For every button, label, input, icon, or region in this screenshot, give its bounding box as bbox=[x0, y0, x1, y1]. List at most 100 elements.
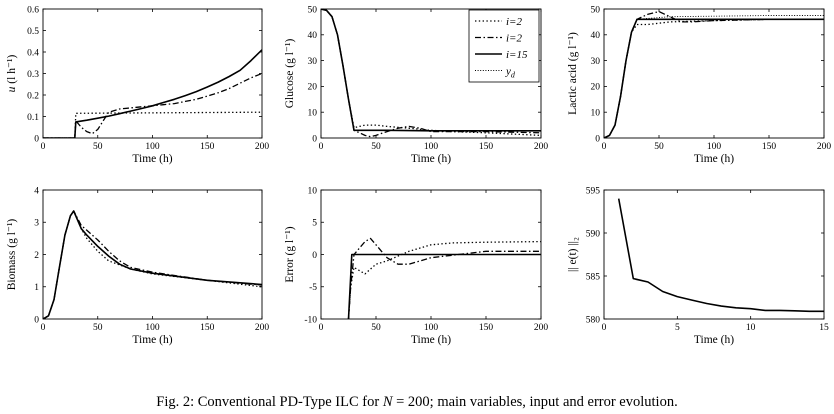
y-tick-label: 0 bbox=[34, 134, 39, 144]
y-tick-label: 10 bbox=[591, 109, 601, 119]
caption-text-end: = 200; main variables, input and error e… bbox=[392, 394, 678, 410]
x-tick-label: 150 bbox=[479, 142, 494, 152]
legend: i=2 i=2 i=15 yd bbox=[468, 9, 540, 83]
x-tick-label: 200 bbox=[255, 142, 270, 152]
x-tick-label: 15 bbox=[819, 323, 829, 333]
y-tick-label: 590 bbox=[586, 229, 601, 239]
series-group bbox=[604, 10, 824, 138]
y-tick-label: 585 bbox=[586, 272, 601, 282]
x-tick-label: 100 bbox=[145, 142, 160, 152]
series-line-solid bbox=[347, 253, 541, 319]
series-line-solid bbox=[43, 210, 262, 319]
y-tick-label: 3 bbox=[34, 219, 39, 229]
x-tick-label: 50 bbox=[93, 323, 103, 333]
y-tick-label: 580 bbox=[586, 315, 601, 325]
x-axis-label: Time (h) bbox=[411, 334, 451, 346]
legend-box bbox=[468, 9, 540, 83]
y-tick-label: 0.2 bbox=[27, 91, 39, 101]
y-axis-label: Error (g l⁻¹) bbox=[284, 226, 296, 282]
y-axis-label: || e(t) ||₂ bbox=[567, 237, 579, 272]
series-line-solid bbox=[321, 9, 541, 132]
x-axis-label: Time (h) bbox=[694, 334, 734, 346]
y-tick-label: 5 bbox=[312, 219, 317, 229]
y-tick-label: 30 bbox=[308, 57, 318, 67]
chart-glucose: 0 50 100 150 200 0 10 20 30 40 50 Time (h) Glucose (… bbox=[284, 5, 548, 165]
x-tick-label: 0 bbox=[41, 323, 46, 333]
x-tick-label: 0 bbox=[319, 323, 324, 333]
y-tick-label: 0.1 bbox=[27, 113, 39, 123]
y-tick-label: 50 bbox=[308, 5, 318, 15]
y-tick-label: 40 bbox=[308, 31, 318, 41]
y-tick-label: 0.5 bbox=[27, 27, 39, 37]
y-tick-label: 40 bbox=[591, 31, 601, 41]
x-axis-label: Time (h) bbox=[132, 153, 172, 165]
x-tick-label: 0 bbox=[41, 142, 46, 152]
x-tick-label: 100 bbox=[424, 142, 439, 152]
y-tick-label: 30 bbox=[591, 57, 601, 67]
y-tick-label: 10 bbox=[308, 109, 318, 119]
y-tick-label: 0 bbox=[34, 315, 39, 325]
plot-frame bbox=[42, 189, 263, 320]
y-tick-label: 10 bbox=[308, 186, 318, 196]
y-tick-label: 4 bbox=[34, 186, 39, 196]
series-line-dotted bbox=[43, 210, 262, 319]
y-axis-label: u (l h⁻¹) bbox=[6, 55, 18, 93]
x-tick-label: 50 bbox=[93, 142, 103, 152]
y-tick-label: 50 bbox=[591, 5, 601, 15]
plot-frame bbox=[603, 8, 825, 139]
legend-label: i=2 bbox=[506, 16, 522, 28]
series-line-solid bbox=[617, 198, 824, 313]
x-tick-label: 10 bbox=[746, 323, 756, 333]
series-line-thin-dotted bbox=[604, 15, 824, 138]
chart-lactic: 0 50 100 150 200 0 10 20 30 40 50 Time (h) Lactic ac… bbox=[567, 5, 831, 165]
series-line-dotted bbox=[347, 240, 541, 319]
series-line-dashdot bbox=[43, 210, 262, 319]
chart-biomass: 0 50 100 150 200 0 1 2 3 4 Time (h) Biomass (g l⁻¹) bbox=[6, 186, 269, 346]
chart-norm: 0 5 10 15 580 585 590 595 Time (h) || e(t) ||₂ bbox=[567, 186, 829, 346]
y-tick-label: 0 bbox=[312, 251, 317, 261]
caption-label: Fig. 2: bbox=[156, 394, 195, 410]
x-tick-label: 200 bbox=[255, 323, 270, 333]
y-tick-label: 0.3 bbox=[27, 70, 39, 80]
series-line-solid bbox=[604, 18, 824, 138]
x-tick-label: 50 bbox=[654, 142, 664, 152]
y-tick-label: 1 bbox=[34, 283, 39, 293]
x-tick-label: 100 bbox=[145, 323, 160, 333]
x-tick-label: 0 bbox=[602, 142, 607, 152]
x-tick-label: 100 bbox=[707, 142, 722, 152]
y-tick-label: 0.6 bbox=[27, 5, 39, 15]
legend-label: yd bbox=[505, 66, 516, 80]
x-tick-label: 100 bbox=[424, 323, 439, 333]
series-group bbox=[321, 9, 541, 138]
series-group bbox=[43, 49, 262, 138]
caption-n-symbol: N bbox=[382, 394, 393, 410]
legend-label: i=15 bbox=[506, 49, 528, 61]
series-line-dotted bbox=[604, 18, 824, 138]
x-axis-label: Time (h) bbox=[132, 334, 172, 346]
x-tick-label: 200 bbox=[817, 142, 832, 152]
x-tick-label: 50 bbox=[371, 142, 381, 152]
series-line-dashdot bbox=[604, 10, 824, 138]
chart-error: 0 50 100 150 200 -10 -5 0 5 10 Time (h) Error (g l⁻… bbox=[284, 186, 548, 346]
y-tick-label: 20 bbox=[308, 83, 318, 93]
x-tick-label: 200 bbox=[534, 323, 549, 333]
plot-frame bbox=[42, 8, 263, 139]
series-line-dashdot bbox=[43, 72, 262, 138]
y-tick-label: -10 bbox=[304, 315, 317, 325]
series-group bbox=[347, 237, 541, 319]
x-tick-label: 50 bbox=[371, 323, 381, 333]
y-axis-label: Biomass (g l⁻¹) bbox=[6, 219, 18, 291]
x-tick-label: 0 bbox=[602, 323, 607, 333]
y-axis-label: Glucose (g l⁻¹) bbox=[284, 39, 296, 109]
series-line-solid bbox=[43, 49, 262, 138]
x-tick-label: 200 bbox=[534, 142, 549, 152]
y-tick-label: 0 bbox=[312, 134, 317, 144]
y-tick-label: -5 bbox=[309, 283, 317, 293]
x-axis-label: Time (h) bbox=[694, 153, 734, 165]
y-tick-label: 0.4 bbox=[27, 48, 39, 58]
legend-label: i=2 bbox=[506, 33, 522, 45]
y-axis-label: Lactic acid (g l⁻¹) bbox=[567, 32, 579, 115]
chart-u: 0 50 100 150 200 0 0.1 0.2 0.3 0.4 0.5 0.6 Time (h) u… bbox=[6, 5, 269, 165]
x-tick-label: 5 bbox=[675, 323, 680, 333]
